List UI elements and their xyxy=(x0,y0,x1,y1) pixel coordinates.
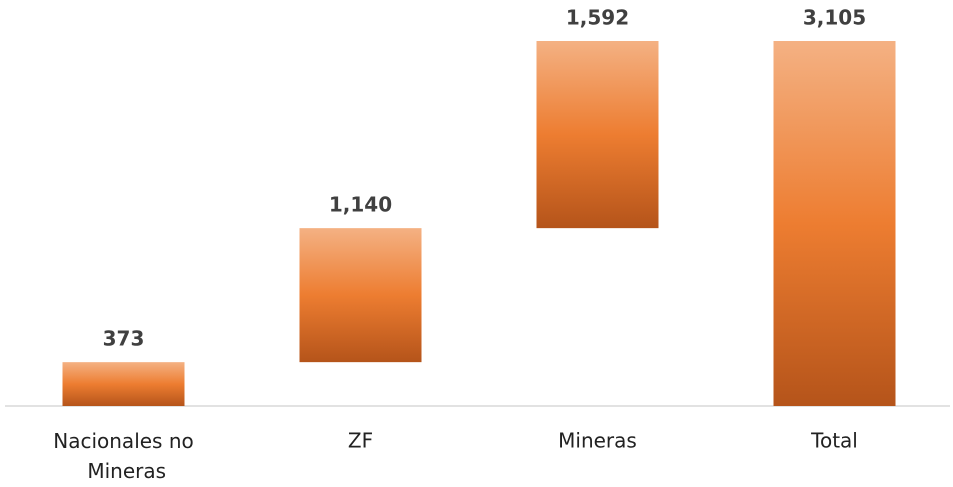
value-label: 3,105 xyxy=(803,6,866,30)
x-tick-label: Nacionales no Mineras xyxy=(53,429,194,483)
bar xyxy=(773,41,896,406)
x-tick-label: Mineras xyxy=(558,429,637,453)
bar xyxy=(299,228,422,363)
value-label: 373 xyxy=(103,327,145,351)
bar xyxy=(62,362,185,406)
bar xyxy=(536,41,659,229)
value-label: 1,592 xyxy=(566,6,629,30)
x-tick-label: ZF xyxy=(348,429,373,453)
value-label: 1,140 xyxy=(329,193,392,217)
x-tick-label: Total xyxy=(810,429,858,453)
